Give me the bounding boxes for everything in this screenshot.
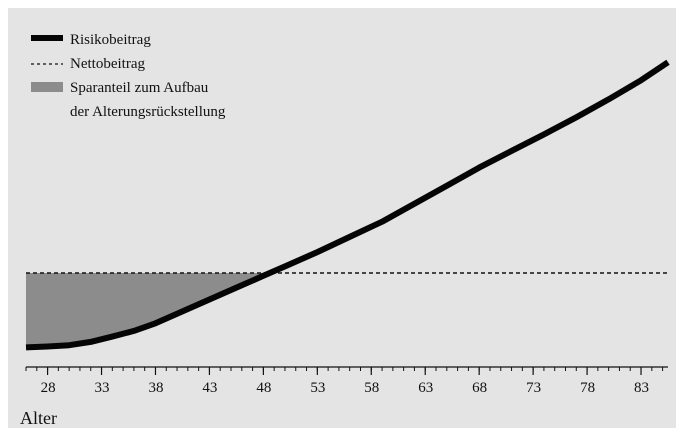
legend-label-area-line2: der Alterungsrückstellung: [70, 104, 226, 120]
risk-premium-line: [25, 59, 670, 351]
chart-background: [8, 8, 676, 428]
x-axis-title: Alter: [20, 408, 57, 428]
x-tick-label: 73: [526, 380, 541, 396]
x-tick-label: 58: [364, 380, 379, 396]
legend-label-risk: Risikobeitrag: [70, 32, 151, 48]
x-tick-label: 43: [202, 380, 217, 396]
legend-swatch-area: [31, 82, 63, 92]
x-tick-label: 48: [256, 380, 271, 396]
x-tick-label: 78: [580, 380, 595, 396]
x-tick-label: 38: [148, 380, 163, 396]
legend: Risikobeitrag Nettobeitrag Sparanteil zu…: [31, 32, 226, 120]
x-tick-label: 33: [95, 380, 110, 396]
x-tick-label: 68: [472, 380, 487, 396]
plot-area: 28 33 38 43 48 53 58 63 68 73 78 83: [25, 59, 670, 396]
x-tick-label: 53: [310, 380, 325, 396]
x-tick-label: 63: [418, 380, 433, 396]
x-axis-ticks: 28 33 38 43 48 53 58 63 68 73 78 83: [25, 367, 664, 396]
legend-swatch-risk: [31, 35, 63, 41]
savings-area: [26, 273, 270, 348]
legend-label-area-line1: Sparanteil zum Aufbau: [70, 80, 209, 96]
x-tick-label: 28: [41, 380, 56, 396]
legend-label-net: Nettobeitrag: [70, 56, 145, 72]
x-tick-label: 83: [634, 380, 649, 396]
